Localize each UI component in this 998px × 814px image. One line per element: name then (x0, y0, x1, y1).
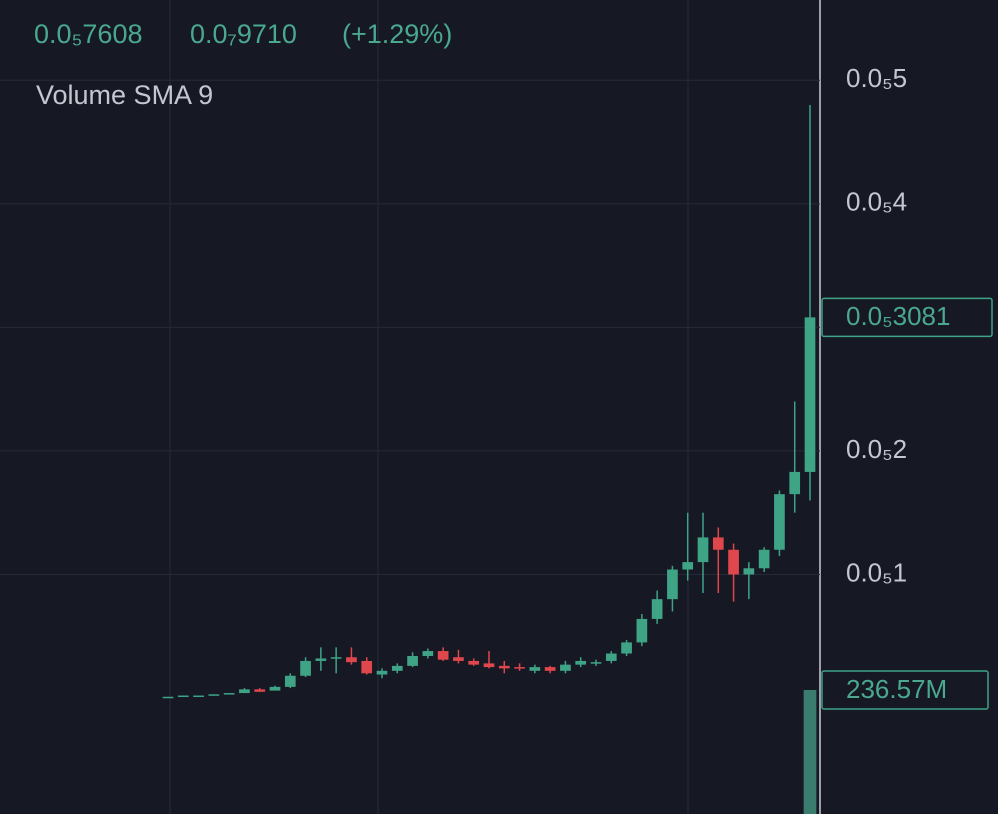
header-price: 0.0₅7608 (34, 19, 142, 49)
last-price-tag (821, 297, 993, 338)
candle-body (300, 660, 311, 676)
volume-tag (821, 670, 989, 710)
candle-body (254, 689, 266, 692)
candle-body (269, 686, 281, 691)
candle-body (422, 651, 434, 656)
candle-body (453, 657, 464, 661)
candle-body (376, 670, 388, 675)
candle-body (498, 665, 510, 669)
candle-body (758, 549, 770, 569)
candle-body (743, 568, 755, 575)
candle-body (330, 657, 342, 659)
candle-body (529, 667, 541, 671)
indicator-label: Volume SMA 9 (36, 80, 213, 110)
candle-body (468, 660, 480, 665)
candle-body (712, 537, 724, 550)
header-change-pct: (+1.29%) (342, 19, 452, 49)
candle-body (774, 494, 785, 550)
volume-bar (803, 690, 817, 814)
candle-body (391, 665, 403, 671)
candle-body (789, 471, 801, 495)
y-tick-label: 0.0₅5 (846, 63, 907, 93)
candle-body (575, 660, 587, 665)
candle-body (605, 653, 617, 661)
candle-body (682, 562, 694, 570)
candle-body (667, 569, 678, 600)
candle-body (621, 642, 632, 654)
candle-body (560, 664, 571, 671)
candle-body (636, 618, 648, 643)
candle-body (437, 651, 449, 660)
candle-body (239, 689, 250, 694)
candle-body (177, 695, 189, 698)
candle-body (162, 696, 174, 699)
header-change: 0.0₇9710 (190, 19, 297, 49)
candle-body (223, 693, 235, 695)
candle-body (697, 537, 709, 563)
candle-body (315, 658, 327, 661)
last-price-label: 0.0₅3081 (846, 301, 950, 331)
candle-body (544, 667, 556, 671)
candle-body (361, 660, 373, 674)
y-tick-label: 0.0₅4 (846, 187, 907, 217)
candle-body (804, 317, 816, 472)
candle-body (193, 695, 204, 698)
candle-body (407, 655, 418, 666)
candle-body (346, 657, 357, 663)
candle-body (651, 599, 663, 619)
volume-label: 236.57M (846, 674, 947, 704)
candle-body (514, 667, 525, 669)
candle-body (483, 663, 495, 668)
candle-body (590, 662, 602, 664)
candle-body (284, 675, 296, 687)
y-tick-label: 0.0₅1 (846, 557, 907, 587)
y-tick-label: 0.0₅2 (846, 434, 907, 464)
candle-body (208, 694, 220, 696)
candle-body (728, 549, 739, 575)
